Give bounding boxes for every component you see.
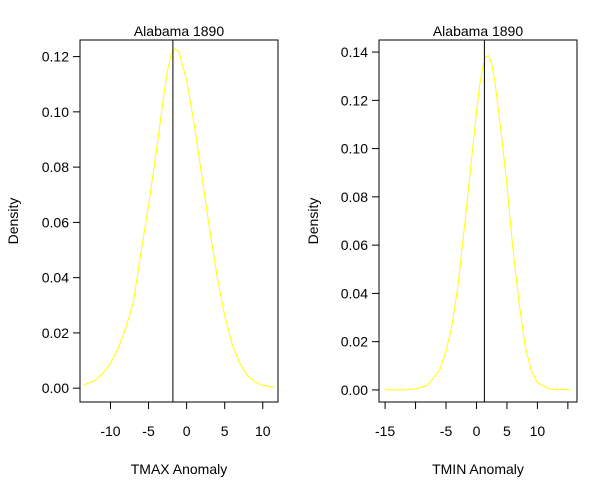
y-tick-label: 0.12	[341, 92, 368, 108]
x-tick-label: 0	[183, 423, 191, 439]
panel-title: Alabama 1890	[433, 23, 524, 39]
x-tick-label: 0	[473, 423, 481, 439]
y-tick-label: 0.08	[42, 159, 69, 175]
density-curve	[385, 55, 571, 391]
x-tick-label: 10	[530, 423, 546, 439]
x-tick-label: -5	[142, 423, 155, 439]
x-axis-label: TMIN Anomaly	[432, 461, 524, 477]
y-tick-label: 0.00	[341, 382, 368, 398]
x-axis-label: TMAX Anomaly	[131, 461, 227, 477]
y-tick-label: 0.04	[42, 270, 69, 286]
x-tick-label: 5	[503, 423, 511, 439]
y-tick-label: 0.06	[42, 214, 69, 230]
plot-frame	[79, 39, 279, 403]
y-axis-label: Density	[5, 198, 21, 245]
x-tick-label: 10	[255, 423, 271, 439]
density-curve	[83, 48, 275, 388]
y-tick-label: 0.14	[341, 44, 368, 60]
plot-frame	[378, 39, 578, 403]
x-tick-label: -10	[100, 423, 120, 439]
y-axis-label: Density	[305, 198, 321, 245]
panel-tmin: Alabama 1890 TMIN Anomaly Density 0.000.…	[305, 23, 578, 477]
y-tick-label: 0.00	[42, 380, 69, 396]
x-tick-label: 5	[221, 423, 229, 439]
panel-tmax: Alabama 1890 TMAX Anomaly Density 0.000.…	[5, 23, 279, 477]
y-tick-label: 0.02	[341, 334, 368, 350]
x-tick-label: -15	[375, 423, 395, 439]
x-tick-label: -5	[440, 423, 453, 439]
y-tick-label: 0.12	[42, 49, 69, 65]
panel-title: Alabama 1890	[134, 23, 225, 39]
y-tick-label: 0.08	[341, 189, 368, 205]
plot-marks: 0.00 0.02 0.04 0.06 0.08 0.10 0.12 0.14 -15 -5 0 5 1…	[341, 40, 571, 439]
y-tick-label: 0.04	[341, 285, 368, 301]
plot-marks: 0.00 0.02 0.04 0.06 0.08 0.10 0.12 -10 -5 0 5 10	[42, 40, 275, 439]
y-tick-label: 0.10	[42, 104, 69, 120]
y-tick-label: 0.02	[42, 325, 69, 341]
y-tick-label: 0.10	[341, 141, 368, 157]
y-tick-label: 0.06	[341, 237, 368, 253]
